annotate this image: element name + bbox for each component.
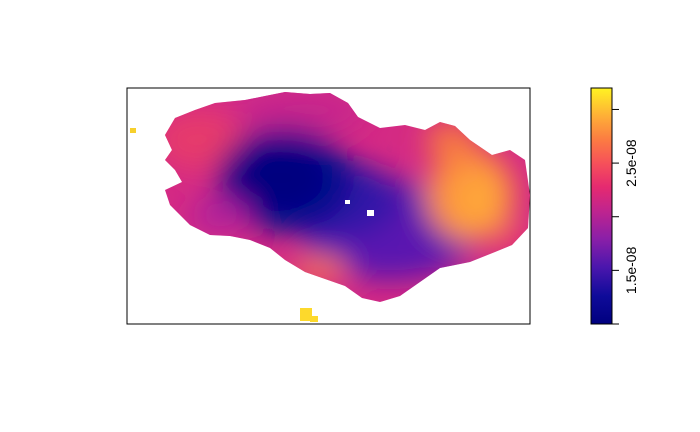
island-coast-2 (345, 200, 350, 204)
density-raster (165, 92, 530, 302)
island-coast (367, 210, 374, 216)
plot-frame (126, 87, 531, 325)
legend-tick-label: 1.5e-08 (623, 246, 639, 294)
island-north-west (130, 128, 136, 133)
island-south-2 (310, 316, 318, 322)
legend: 1.5e-08 2.5e-08 (590, 87, 639, 325)
legend-tick-label: 2.5e-08 (623, 139, 639, 187)
island-south (300, 308, 312, 321)
legend-colorbar (590, 87, 613, 325)
